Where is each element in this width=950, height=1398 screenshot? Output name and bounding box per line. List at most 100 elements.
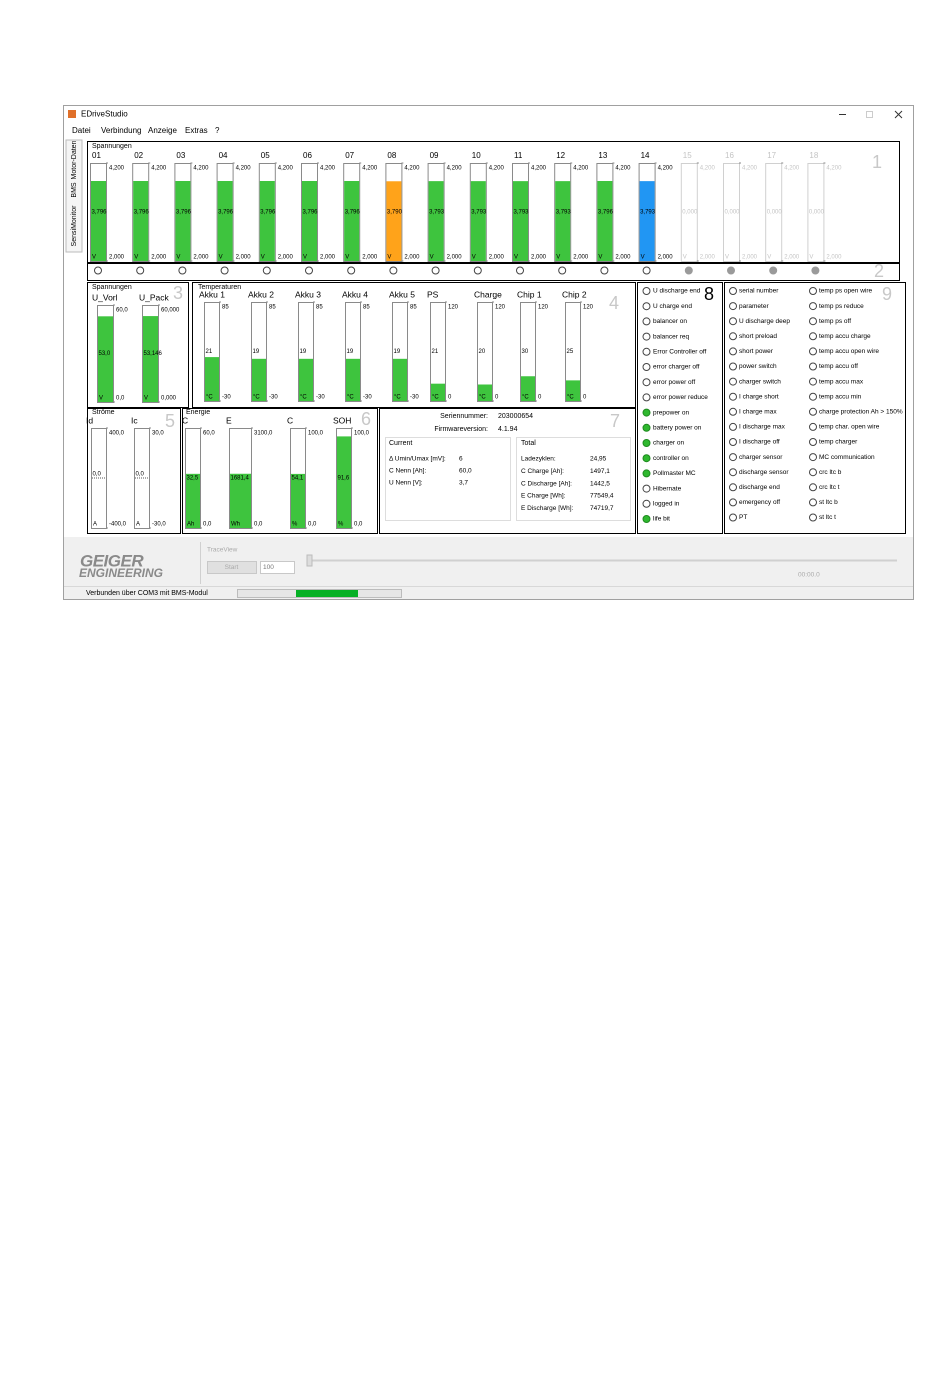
gauge-unit: V [430,255,434,261]
cell-indicator [769,266,778,275]
gauge-fill [346,358,360,401]
info-label: E Discharge [Wh]: [521,505,574,512]
gauge-fill [205,357,219,401]
gauge-min-label: 2,000 [489,255,505,261]
error-text: charger switch [739,378,781,385]
gauge-min-label: 0 [538,395,542,401]
progress-chunk [296,590,358,597]
gauge-fill [597,180,613,261]
spin-box[interactable] [260,561,295,574]
info-value: 6 [459,456,463,463]
status-text: Error Controller off [653,349,707,356]
section-title: Spannungen [92,143,132,150]
gauge-unit: V [767,255,771,261]
error-text: PT [739,514,747,521]
info-value: 1442,5 [590,480,610,487]
error-led [729,287,737,295]
gauge-frame [680,163,698,262]
gauge-unit: % [338,522,344,528]
cell-indicator [136,266,145,275]
side-tab[interactable]: SensiMonitor [71,205,78,247]
gauge-max-label: 85 [316,305,323,311]
group-title: Current [389,440,412,447]
gauge-unit: °C [300,395,307,401]
gauge-min-label: 0,0 [354,522,363,528]
maximize-button[interactable] [866,111,873,118]
error-text: serial number [739,288,779,295]
voltage-panel [87,282,189,408]
info-value: 60,0 [459,468,472,475]
gauge-min-label: 2,000 [573,255,589,261]
gauge-fill [555,181,571,261]
gauge-min-label: -30 [269,395,278,401]
gauge-max-label: 4,200 [278,166,294,172]
status-led [642,499,651,508]
info-label: Δ Umin/Umax [mV]: [389,456,446,463]
gauge-min-label: 2,000 [109,255,125,261]
side-tab[interactable]: BMS [71,182,78,198]
gauge-name: Akku 4 [342,289,368,299]
gauge-name: C [182,415,188,425]
energy-panel [182,408,378,534]
gauge-min-label: 2,000 [151,255,167,261]
close-button[interactable] [894,110,903,119]
gauge-min-label: 0 [448,395,452,401]
gauge-unit: °C [394,395,401,401]
gauge-max-label: 4,200 [151,166,167,172]
status-led [642,423,651,432]
error-led [809,302,817,311]
section-badge: 3 [173,283,183,303]
gauge-unit: V [387,255,391,261]
menu-item[interactable]: ? [215,126,220,135]
status-text: U charge end [653,303,692,310]
menu-item[interactable]: Datei [72,126,91,135]
info-label: Seriennummer: [440,413,488,420]
info-label: C Discharge [Ah]: [521,480,572,487]
gauge-unit: V [598,255,602,261]
gauge-value-label: 53,146 [144,351,163,357]
gauge-value-label: 53,0 [99,351,111,357]
gauge-unit: V [261,255,265,261]
slider-thumb[interactable] [306,554,313,567]
status-text: life bit [653,516,670,523]
error-led [729,362,737,371]
window-title: EDriveStudio [81,110,128,119]
menu-item[interactable]: Anzeige [148,126,177,135]
menu-item[interactable]: Extras [185,126,208,135]
error-text: emergency off [739,499,780,506]
gauge-unit: V [303,255,307,261]
info-value: 4.1.94 [498,426,518,433]
gauge-unit: Wh [231,522,240,528]
gauge-value-label: 3,796 [218,210,234,216]
status-text: Pollmaster MC [653,470,696,477]
gauge-max-label: 60,0 [203,431,215,437]
gauge-max-label: 60,000 [161,308,180,314]
logo-bottom: ENGINEERING [79,566,163,580]
gauge-max-label: 4,200 [193,166,209,172]
gauge-value-label: 21 [432,349,439,355]
error-led [809,498,817,507]
gauge-unit: °C [347,395,354,401]
status-led [642,454,651,463]
side-tab[interactable]: Motor-Daten [71,140,78,179]
gauge-name: Akku 1 [199,289,225,299]
status-text: charger on [653,440,684,447]
gauge-value-label: 3,796 [260,210,276,216]
gauge-frame [807,163,825,262]
gauge-value-label: 3,796 [176,210,192,216]
gauge-unit: V [134,255,138,261]
gauge-min-label: 0,0 [203,522,212,528]
menu-item[interactable]: Verbindung [101,126,141,135]
info-value: 24,95 [590,456,607,463]
gauge-name: Charge [474,289,502,299]
status-led [642,363,651,371]
status-led [642,484,651,493]
info-value: 1497,1 [590,468,610,475]
gauge-min-label: -30 [316,395,325,401]
error-led [809,332,817,341]
gauge-unit: V [219,255,223,261]
gauge-fill [344,180,360,261]
gauge-name: 01 [92,151,101,160]
start-button[interactable] [207,561,257,574]
error-text: MC communication [819,454,875,461]
